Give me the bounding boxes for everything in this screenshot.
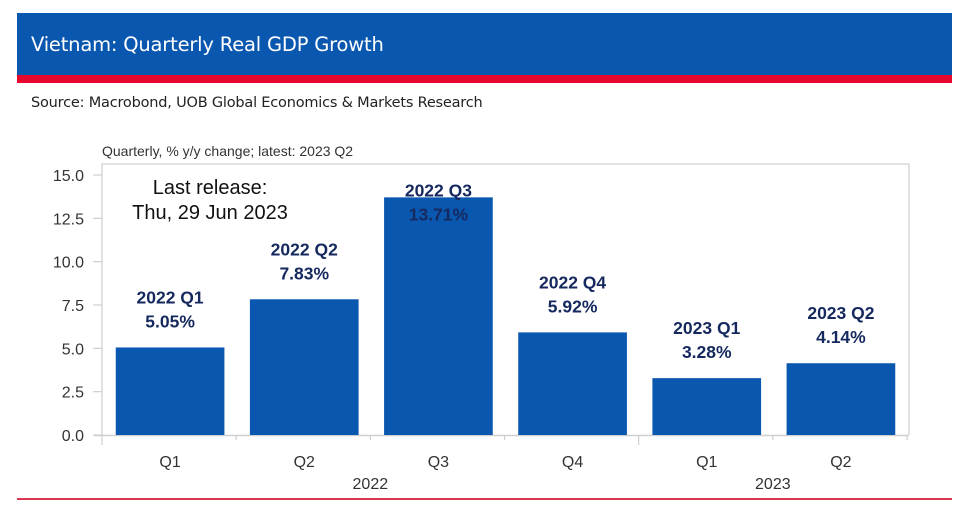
bottom-divider bbox=[17, 498, 952, 500]
data-label-value: 5.05% bbox=[145, 311, 195, 331]
data-label-period: 2023 Q1 bbox=[673, 318, 740, 338]
x-group-label: 2023 bbox=[755, 476, 791, 493]
x-tick-label: Q3 bbox=[428, 454, 449, 471]
bar bbox=[786, 363, 896, 435]
y-tick-label: 12.5 bbox=[53, 211, 84, 228]
data-label-value: 5.92% bbox=[548, 296, 598, 316]
data-label-value: 3.28% bbox=[682, 342, 732, 362]
data-label-period: 2022 Q2 bbox=[271, 239, 338, 259]
chart-subtitle: Quarterly, % y/y change; latest: 2023 Q2 bbox=[102, 143, 354, 159]
data-label-period: 2023 Q2 bbox=[807, 303, 874, 323]
x-tick-label: Q2 bbox=[830, 454, 851, 471]
y-tick-label: 2.5 bbox=[62, 385, 84, 402]
x-tick-label: Q1 bbox=[159, 454, 180, 471]
bar bbox=[518, 332, 627, 435]
last-release-date: Thu, 29 Jun 2023 bbox=[132, 202, 288, 224]
data-label-value: 7.83% bbox=[279, 263, 329, 283]
bar bbox=[384, 197, 493, 435]
source-note: Source: Macrobond, UOB Global Economics … bbox=[31, 95, 483, 111]
title-banner-red-stripe bbox=[17, 75, 952, 83]
x-tick-label: Q2 bbox=[294, 454, 315, 471]
y-tick-label: 5.0 bbox=[62, 341, 84, 358]
data-label-value: 4.14% bbox=[816, 327, 866, 347]
title-banner-blue bbox=[17, 13, 952, 75]
data-label-value: 13.71% bbox=[409, 204, 469, 224]
last-release-label: Last release: bbox=[152, 177, 268, 199]
y-tick-label: 15.0 bbox=[53, 168, 84, 185]
bar bbox=[249, 299, 359, 435]
x-group-label: 2022 bbox=[353, 476, 389, 493]
data-label-period: 2022 Q3 bbox=[405, 180, 472, 200]
title-banner: Vietnam: Quarterly Real GDP Growth bbox=[17, 13, 952, 83]
y-tick-label: 0.0 bbox=[62, 428, 84, 445]
bar bbox=[115, 347, 225, 435]
x-tick-label: Q4 bbox=[562, 454, 583, 471]
bar bbox=[652, 378, 762, 435]
y-tick-label: 10.0 bbox=[53, 255, 84, 272]
y-tick-label: 7.5 bbox=[62, 298, 84, 315]
x-tick-label: Q1 bbox=[696, 454, 717, 471]
last-release-annotation: Last release: Thu, 29 Jun 2023 bbox=[120, 176, 300, 226]
chart-title: Vietnam: Quarterly Real GDP Growth bbox=[31, 33, 384, 56]
data-label-period: 2022 Q1 bbox=[137, 287, 204, 307]
plot-frame bbox=[101, 163, 910, 435]
data-label-period: 2022 Q4 bbox=[539, 272, 606, 292]
